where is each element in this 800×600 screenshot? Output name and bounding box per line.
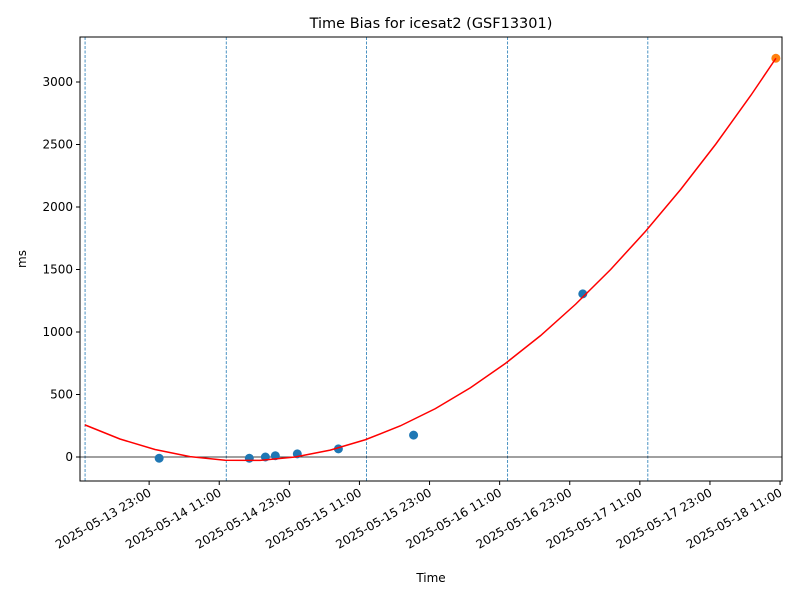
data-point	[244, 453, 254, 463]
data-point	[409, 430, 419, 440]
data-point	[154, 453, 164, 463]
y-tick-label: 2000	[42, 200, 73, 214]
y-tick-label: 1500	[42, 263, 73, 277]
axes-frame	[79, 36, 783, 482]
y-axis-label: ms	[15, 250, 29, 268]
plot-area	[80, 37, 782, 481]
chart-title: Time Bias for icesat2 (GSF13301)	[309, 16, 553, 32]
x-axis-label: Time	[415, 571, 445, 585]
y-tick-label: 1000	[42, 325, 73, 339]
fit-curve	[84, 57, 777, 462]
y-tick-label: 500	[50, 388, 73, 402]
y-tick-label: 3000	[42, 75, 73, 89]
y-tick-label: 2500	[42, 138, 73, 152]
y-tick-label: 0	[65, 450, 73, 464]
data-point	[578, 289, 588, 299]
